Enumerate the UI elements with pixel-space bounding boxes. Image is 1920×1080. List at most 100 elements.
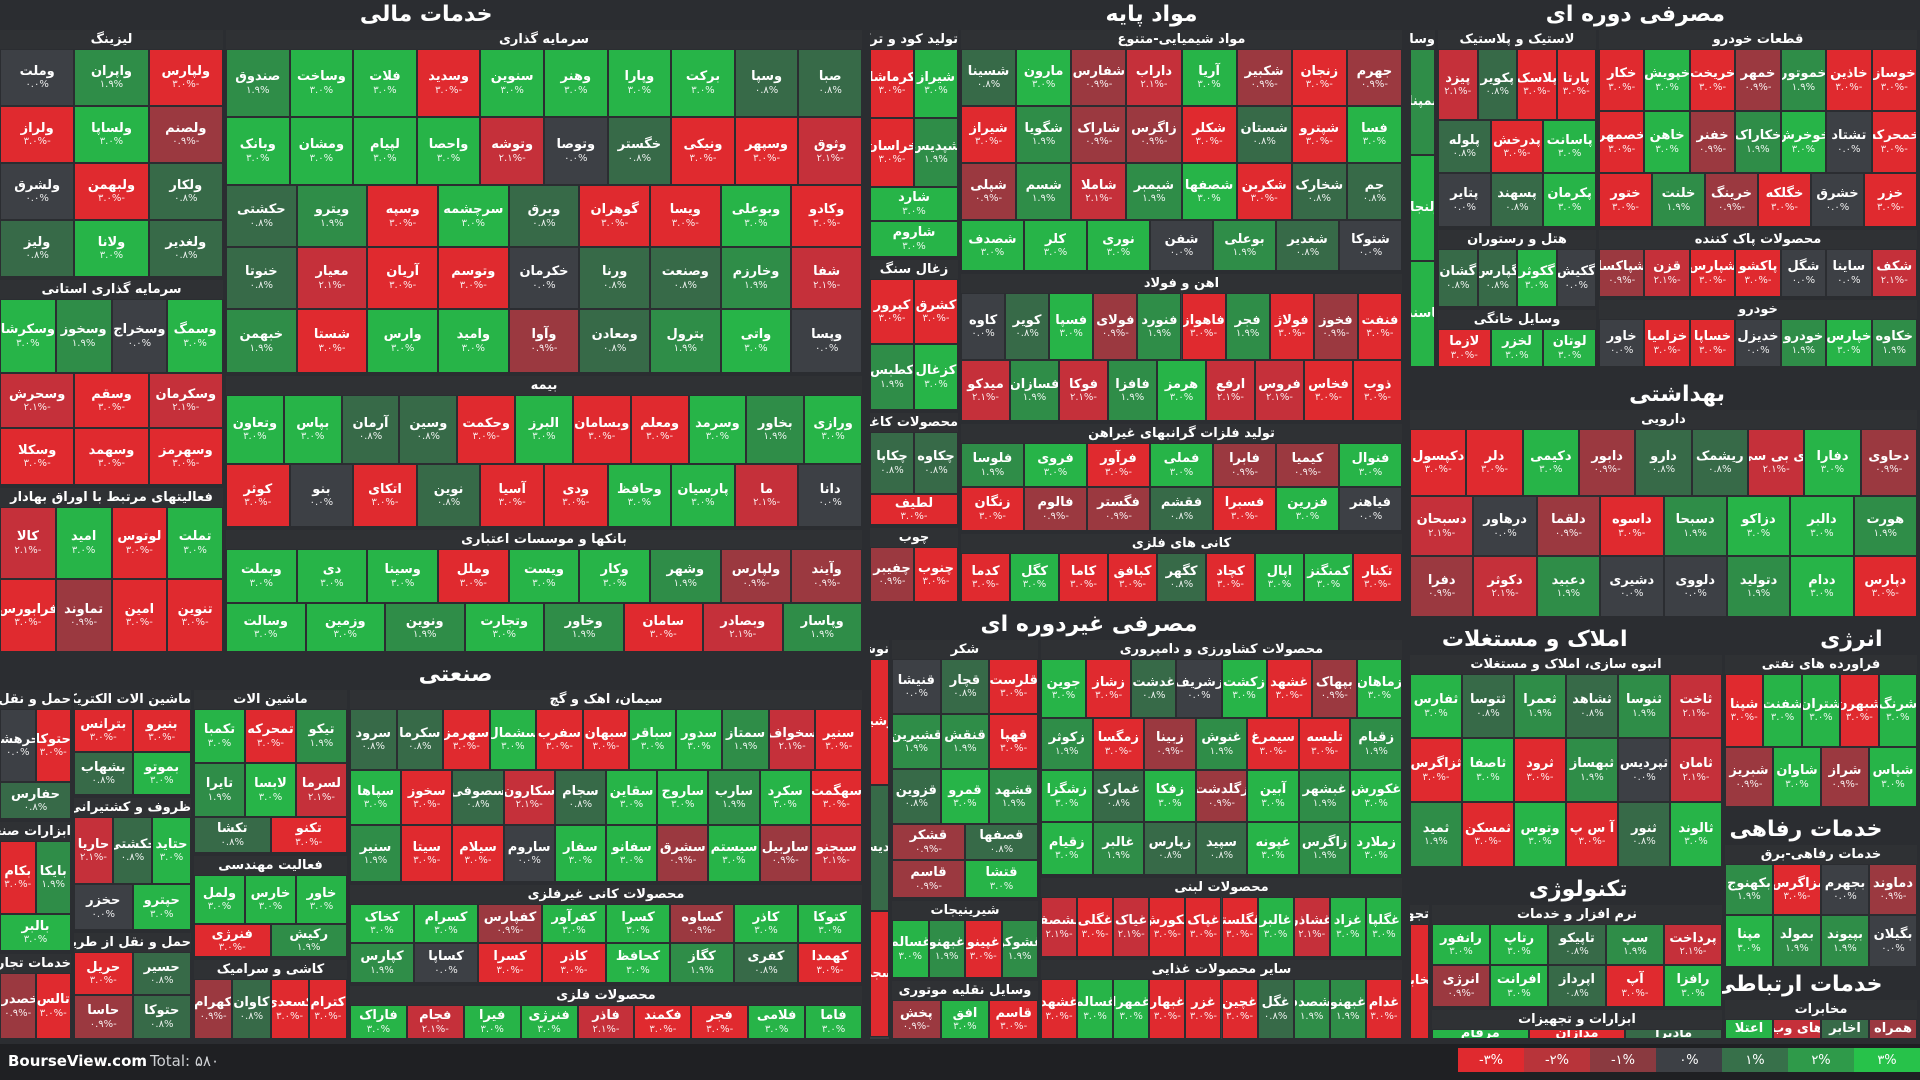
- stock-tile[interactable]: ثعمرا ۱.۹%: [1514, 674, 1566, 738]
- stock-tile[interactable]: کسرا ۳.۰%: [606, 904, 670, 943]
- stock-tile[interactable]: فیرا ۳.۰%: [463, 1005, 521, 1039]
- stock-tile[interactable]: وملل -۳.۰%: [438, 549, 509, 603]
- stock-tile[interactable]: فاراک ۳.۰%: [350, 1005, 407, 1039]
- stock-tile[interactable]: اخابر: [1821, 1019, 1869, 1039]
- stock-tile[interactable]: خپویش ۳.۰%: [1644, 49, 1690, 111]
- stock-tile[interactable]: زنگان -۳.۰%: [961, 487, 1024, 531]
- stock-tile[interactable]: ویترو ۱.۹%: [296, 185, 368, 247]
- stock-tile[interactable]: وسپه -۳.۰%: [367, 185, 438, 247]
- stock-tile[interactable]: ومعلم -۳.۰%: [630, 395, 689, 464]
- stock-tile[interactable]: اپرداز ۰.۸%: [1548, 965, 1606, 1007]
- stock-tile[interactable]: شخارک ۰.۸%: [1291, 163, 1347, 220]
- stock-tile[interactable]: ولپارس -۳.۰%: [148, 49, 223, 106]
- stock-tile[interactable]: لابسا ۳.۰%: [245, 763, 296, 817]
- stock-tile[interactable]: شاملا -۲.۱%: [1071, 163, 1127, 220]
- stock-tile[interactable]: خمحرکه-۳.۰%: [1871, 111, 1917, 173]
- stock-tile[interactable]: شراز -۰.۹%: [1821, 747, 1869, 807]
- stock-tile[interactable]: کپرور -۳.۰%: [870, 279, 914, 344]
- stock-tile[interactable]: دابور -۰.۹%: [1579, 429, 1636, 496]
- stock-tile[interactable]: خوخرش۳.۰%: [1780, 111, 1827, 173]
- stock-tile[interactable]: پارتا -۳.۰%: [1556, 49, 1596, 120]
- stock-tile[interactable]: سخوز -۳.۰%: [401, 770, 453, 825]
- stock-tile[interactable]: وتوس ۳.۰%: [1514, 802, 1566, 867]
- stock-tile[interactable]: کسرام ۳.۰%: [414, 904, 478, 943]
- stock-tile[interactable]: لسرما -۲.۱%: [296, 763, 347, 817]
- stock-tile[interactable]: وثوق -۲.۱%: [798, 117, 862, 185]
- stock-tile[interactable]: وتعاون ۳.۰%: [226, 395, 284, 464]
- stock-tile[interactable]: ولیز ۰.۸%: [0, 220, 75, 277]
- stock-tile[interactable]: شفارس -۰.۹%: [1071, 49, 1127, 106]
- stock-tile[interactable]: ومشان ۳.۰%: [289, 117, 354, 185]
- stock-tile[interactable]: رکیش ۱.۹%: [270, 924, 347, 957]
- stock-tile[interactable]: ریشمک ۰.۸%: [1691, 429, 1748, 496]
- stock-tile[interactable]: غبهار -۳.۰%: [1149, 979, 1186, 1039]
- stock-tile[interactable]: قشهد ۱.۹%: [989, 769, 1038, 824]
- stock-tile[interactable]: زبینا -۰.۹%: [1144, 718, 1196, 770]
- stock-tile[interactable]: فنوال ۳.۰%: [1339, 443, 1402, 487]
- stock-tile[interactable]: زمگسا -۳.۰%: [1092, 718, 1145, 770]
- stock-tile[interactable]: تیکو ۱.۹%: [296, 709, 347, 763]
- stock-tile[interactable]: ولکار ۰.۸%: [148, 163, 223, 220]
- stock-tile[interactable]: خلنت ۱.۹%: [1652, 173, 1705, 227]
- stock-tile[interactable]: غچین -۳.۰%: [1221, 979, 1258, 1039]
- stock-tile[interactable]: قصفها ۰.۸%: [965, 824, 1038, 860]
- stock-tile[interactable]: کحافظ ۳.۰%: [606, 943, 670, 983]
- stock-tile[interactable]: قنیشا ۰.۰%: [892, 659, 941, 714]
- stock-tile[interactable]: شاروم ۳.۰%: [870, 221, 958, 257]
- stock-tile[interactable]: نسجی: [870, 911, 889, 1037]
- stock-tile[interactable]: خراسان-۳.۰%: [870, 118, 914, 187]
- stock-tile[interactable]: وهنر ۳.۰%: [544, 49, 608, 117]
- stock-tile[interactable]: واتی ۳.۰%: [720, 309, 792, 373]
- stock-tile[interactable]: دزاکو ۳.۰%: [1726, 496, 1791, 556]
- stock-tile[interactable]: زکشت ۳.۰%: [1221, 659, 1267, 718]
- stock-tile[interactable]: خکاراک ۱.۹%: [1735, 111, 1781, 173]
- stock-tile[interactable]: لوتان ۳.۰%: [1543, 329, 1596, 367]
- stock-tile[interactable]: سنوین ۳.۰%: [480, 49, 544, 117]
- stock-tile[interactable]: البرز ۳.۰%: [515, 395, 573, 464]
- stock-tile[interactable]: غدیس: [870, 785, 889, 911]
- stock-tile[interactable]: کاذر ۳.۰%: [734, 904, 798, 943]
- stock-tile[interactable]: تایرا ۱.۹%: [194, 763, 245, 817]
- stock-tile[interactable]: فنفت -۳.۰%: [1357, 293, 1402, 360]
- stock-tile[interactable]: دفرا -۰.۹%: [1410, 556, 1474, 617]
- stock-tile[interactable]: آ س پ -۳.۰%: [1566, 802, 1618, 867]
- stock-tile[interactable]: بایکا ۱.۹%: [35, 841, 71, 914]
- stock-tile[interactable]: قزن -۲.۱%: [1644, 249, 1690, 297]
- stock-tile[interactable]: کگهر ۰.۸%: [1157, 553, 1206, 602]
- stock-tile[interactable]: ثفارس ۳.۰%: [1410, 674, 1462, 738]
- stock-tile[interactable]: وزمین ۳.۰%: [305, 603, 385, 652]
- stock-tile[interactable]: نوین ۰.۸%: [416, 464, 481, 527]
- stock-tile[interactable]: سرود ۰.۸%: [350, 709, 397, 770]
- stock-tile[interactable]: خپارس ۳.۰%: [1826, 319, 1872, 367]
- stock-tile[interactable]: ولانا ۳.۰%: [74, 220, 149, 277]
- stock-tile[interactable]: پیزد -۲.۱%: [1438, 49, 1478, 120]
- stock-tile[interactable]: دی ۳.۰%: [296, 549, 368, 603]
- stock-tile[interactable]: تکنار -۳.۰%: [1353, 553, 1402, 602]
- stock-tile[interactable]: دماوند -۰.۹%: [1869, 864, 1917, 915]
- stock-tile[interactable]: زقیام ۱.۹%: [1350, 718, 1402, 770]
- stock-tile[interactable]: خاهن ۳.۰%: [1644, 111, 1690, 173]
- stock-tile[interactable]: نوری ۳.۰%: [1087, 220, 1150, 271]
- stock-tile[interactable]: درهاور ۰.۰%: [1473, 496, 1537, 556]
- stock-tile[interactable]: کهرام -۰.۹%: [194, 979, 233, 1039]
- stock-tile[interactable]: ما -۲.۱%: [734, 464, 799, 527]
- site-name[interactable]: BourseView.com: [8, 1052, 147, 1070]
- stock-tile[interactable]: شغدیر ۰.۸%: [1276, 220, 1339, 271]
- stock-tile[interactable]: کفپارس -۰.۹%: [478, 904, 542, 943]
- stock-tile[interactable]: شسم ۱.۹%: [1016, 163, 1072, 220]
- stock-tile[interactable]: مپنا ۳.۰%: [1725, 915, 1773, 967]
- stock-tile[interactable]: سپید ۰.۸%: [1195, 822, 1248, 875]
- stock-tile[interactable]: ارفع -۲.۱%: [1206, 360, 1255, 421]
- stock-tile[interactable]: میدکو -۲.۱%: [961, 360, 1010, 421]
- stock-tile[interactable]: سکرما ۰.۸%: [396, 709, 444, 770]
- stock-tile[interactable]: فلات ۳.۰%: [353, 49, 417, 117]
- stock-tile[interactable]: کپارس ۱.۹%: [350, 943, 414, 983]
- stock-tile[interactable]: قاسم -۰.۹%: [892, 860, 965, 898]
- stock-tile[interactable]: کالا -۲.۱%: [0, 507, 56, 579]
- stock-tile[interactable]: امین -۳.۰%: [111, 579, 168, 652]
- stock-tile[interactable]: فالوم -۰.۹%: [1024, 487, 1087, 531]
- stock-tile[interactable]: زشگزا ۳.۰%: [1041, 770, 1093, 822]
- stock-tile[interactable]: خساپا -۳.۰%: [1689, 319, 1736, 367]
- stock-tile[interactable]: غشصفا-۲.۱%: [1041, 897, 1078, 957]
